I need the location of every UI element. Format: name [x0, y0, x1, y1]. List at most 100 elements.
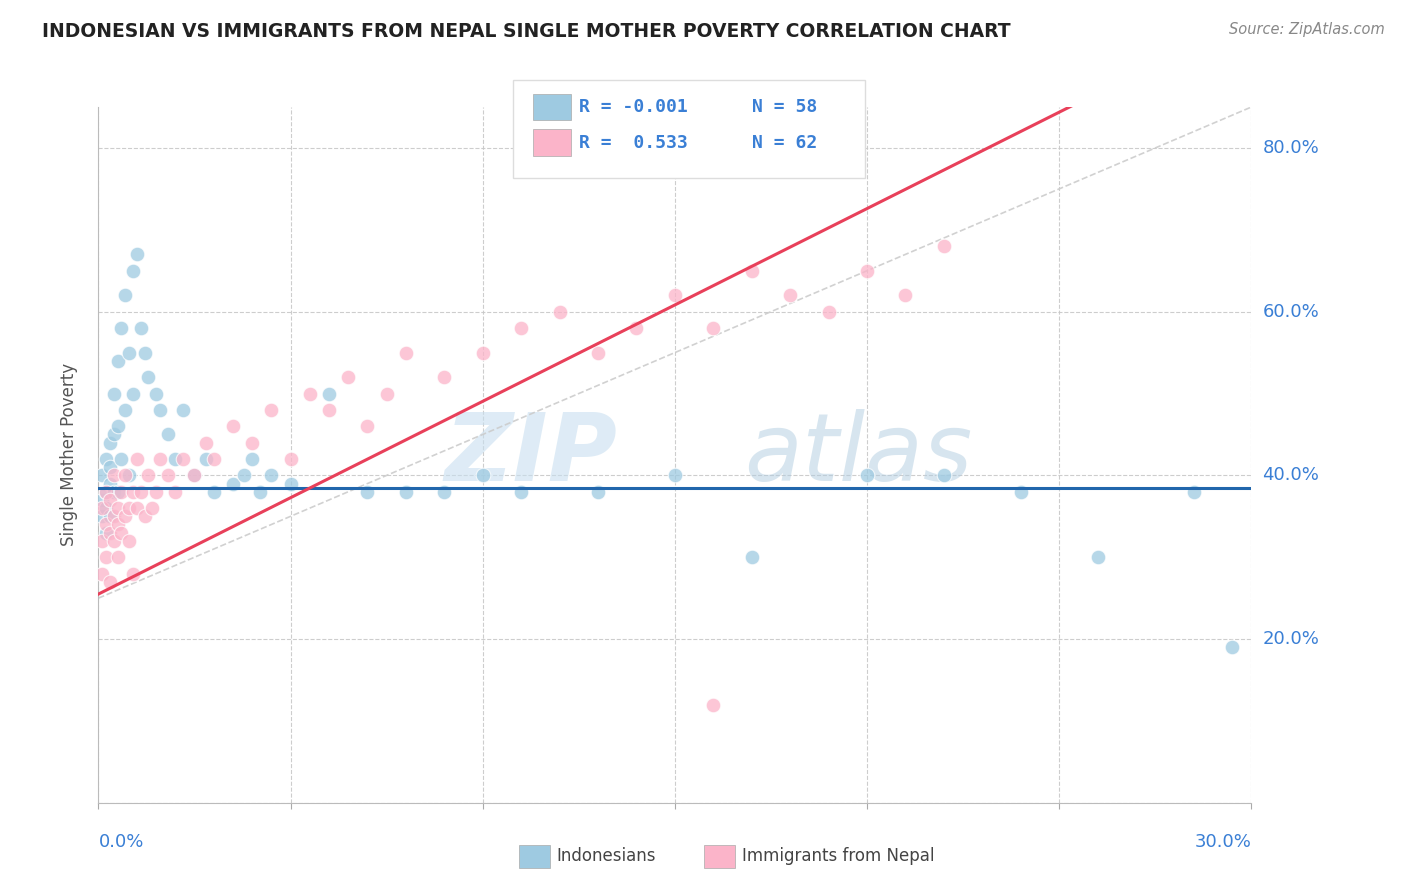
- Point: [125, 247, 148, 261]
- Point: [98, 509, 121, 524]
- Point: [145, 484, 167, 499]
- Point: [356, 484, 378, 499]
- Point: [114, 509, 136, 524]
- Point: [1087, 550, 1109, 565]
- Point: [134, 509, 156, 524]
- Point: [138, 370, 160, 384]
- Point: [103, 427, 125, 442]
- Point: [395, 345, 418, 359]
- Point: [94, 452, 117, 467]
- Point: [98, 435, 121, 450]
- Point: [118, 501, 141, 516]
- Text: 20.0%: 20.0%: [1263, 630, 1319, 648]
- Point: [145, 386, 167, 401]
- Point: [107, 550, 129, 565]
- Text: R = -0.001: R = -0.001: [579, 98, 688, 116]
- Point: [932, 239, 955, 253]
- Point: [433, 484, 456, 499]
- Point: [664, 288, 686, 302]
- Point: [114, 468, 136, 483]
- Point: [894, 288, 917, 302]
- Point: [91, 533, 114, 548]
- Point: [280, 452, 302, 467]
- Point: [122, 264, 145, 278]
- Point: [260, 403, 283, 417]
- Point: [149, 403, 172, 417]
- Point: [664, 468, 686, 483]
- Point: [94, 550, 117, 565]
- Point: [298, 386, 321, 401]
- Point: [856, 468, 879, 483]
- Point: [183, 468, 205, 483]
- Point: [94, 484, 117, 499]
- Point: [94, 501, 117, 516]
- Point: [125, 501, 148, 516]
- Point: [98, 476, 121, 491]
- Point: [318, 403, 340, 417]
- Point: [118, 468, 141, 483]
- Point: [222, 476, 245, 491]
- Point: [107, 419, 129, 434]
- Point: [110, 452, 132, 467]
- Point: [98, 492, 121, 507]
- Text: atlas: atlas: [744, 409, 973, 500]
- Text: Immigrants from Nepal: Immigrants from Nepal: [742, 847, 935, 865]
- Point: [1010, 484, 1032, 499]
- Point: [134, 345, 156, 359]
- Point: [122, 386, 145, 401]
- Text: Indonesians: Indonesians: [557, 847, 657, 865]
- Point: [91, 509, 114, 524]
- Point: [433, 370, 456, 384]
- Point: [741, 264, 763, 278]
- Point: [510, 321, 533, 335]
- Text: 30.0%: 30.0%: [1195, 833, 1251, 851]
- Point: [172, 403, 194, 417]
- Point: [741, 550, 763, 565]
- Text: 0.0%: 0.0%: [98, 833, 143, 851]
- Point: [471, 345, 494, 359]
- Point: [103, 533, 125, 548]
- Point: [183, 468, 205, 483]
- Point: [626, 321, 648, 335]
- Point: [586, 345, 609, 359]
- Point: [129, 484, 152, 499]
- Point: [195, 435, 218, 450]
- Point: [240, 435, 263, 450]
- Text: N = 58: N = 58: [752, 98, 817, 116]
- Point: [103, 386, 125, 401]
- Point: [337, 370, 360, 384]
- Point: [141, 501, 163, 516]
- Point: [110, 525, 132, 540]
- Point: [202, 452, 225, 467]
- Point: [98, 460, 121, 475]
- Point: [107, 501, 129, 516]
- Point: [122, 484, 145, 499]
- Point: [149, 452, 172, 467]
- Point: [118, 533, 141, 548]
- Text: Source: ZipAtlas.com: Source: ZipAtlas.com: [1229, 22, 1385, 37]
- Point: [471, 468, 494, 483]
- Point: [249, 484, 271, 499]
- Text: INDONESIAN VS IMMIGRANTS FROM NEPAL SINGLE MOTHER POVERTY CORRELATION CHART: INDONESIAN VS IMMIGRANTS FROM NEPAL SING…: [42, 22, 1011, 41]
- Point: [702, 698, 724, 712]
- Y-axis label: Single Mother Poverty: Single Mother Poverty: [59, 363, 77, 547]
- Point: [94, 525, 117, 540]
- Point: [118, 345, 141, 359]
- Point: [94, 484, 117, 499]
- Point: [280, 476, 302, 491]
- Point: [195, 452, 218, 467]
- Point: [1182, 484, 1205, 499]
- Point: [586, 484, 609, 499]
- Point: [94, 517, 117, 532]
- Point: [98, 574, 121, 589]
- Point: [103, 484, 125, 499]
- Point: [702, 321, 724, 335]
- Point: [260, 468, 283, 483]
- Point: [856, 264, 879, 278]
- Point: [110, 484, 132, 499]
- Point: [98, 525, 121, 540]
- Point: [91, 566, 114, 581]
- Point: [129, 321, 152, 335]
- Point: [240, 452, 263, 467]
- Text: N = 62: N = 62: [752, 134, 817, 152]
